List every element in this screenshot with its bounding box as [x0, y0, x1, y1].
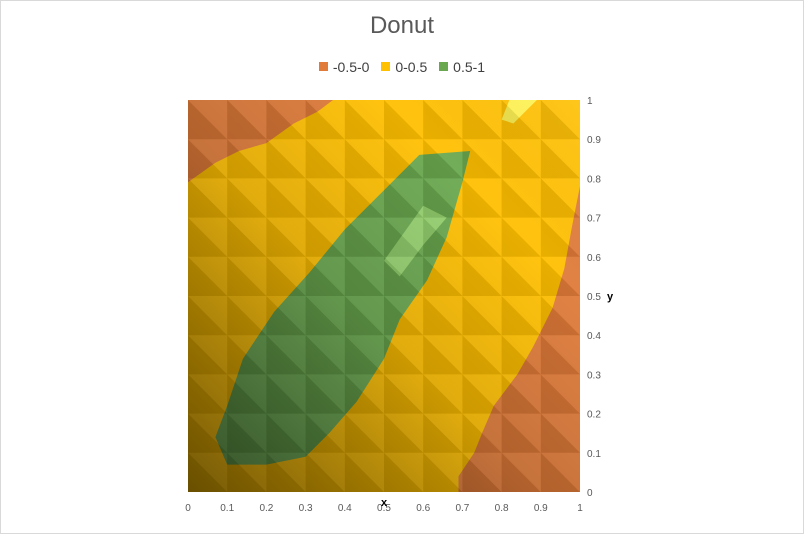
legend-entry: 0.5-1	[439, 59, 485, 75]
y-tick-label: 0.4	[587, 331, 601, 342]
y-tick-label: 0.6	[587, 253, 601, 264]
x-tick-label: 0.4	[338, 503, 352, 514]
y-tick-label: 0.1	[587, 449, 601, 460]
legend-swatch-low	[318, 62, 328, 71]
x-tick-label: 0.9	[534, 503, 548, 514]
x-tick-label: 0.3	[299, 503, 313, 514]
x-tick-label: 0.8	[495, 503, 509, 514]
x-tick-label: 0.6	[416, 503, 430, 514]
y-tick-label: 0.8	[587, 174, 601, 185]
y-tick-label: 1	[587, 96, 593, 107]
legend-label-high: 0.5-1	[453, 58, 486, 75]
y-tick-label: 0.2	[587, 410, 601, 421]
x-axis-label: x	[381, 497, 388, 509]
legend-label-mid: 0-0.5	[395, 58, 428, 75]
x-tick-label: 0	[185, 503, 191, 514]
legend-label-low: -0.5-0	[332, 58, 370, 75]
legend: -0.5-0 0-0.5 0.5-1	[0, 58, 804, 75]
legend-entry: -0.5-0	[318, 58, 370, 75]
surface-plot-area	[188, 100, 580, 492]
x-tick-label: 0.5	[377, 503, 391, 514]
legend-swatch-high	[439, 62, 449, 71]
x-tick-label: 0.1	[220, 503, 234, 514]
legend-swatch-mid	[381, 62, 391, 71]
legend-entry: 0-0.5	[381, 59, 427, 75]
y-tick-label: 0	[587, 488, 593, 499]
x-tick-label: 0.2	[259, 503, 273, 514]
y-tick-label: 0.9	[587, 135, 601, 146]
y-axis-ticks: 0 0.1 0.2 0.3 0.4 0.5 0.6 0.7 0.8 0.9 1	[587, 96, 601, 499]
y-tick-label: 0.5	[587, 292, 601, 303]
y-tick-label: 0.3	[587, 370, 601, 381]
chart-title: Donut	[369, 12, 435, 39]
y-tick-label: 0.7	[587, 214, 601, 225]
x-tick-label: 1	[577, 503, 583, 514]
y-axis-label: y	[607, 291, 614, 303]
x-tick-label: 0.7	[455, 503, 469, 514]
x-axis-ticks: 0 0.1 0.2 0.3 0.4 0.5 0.6 0.7 0.8 0.9 1	[185, 503, 583, 514]
surface-shading	[188, 100, 580, 492]
